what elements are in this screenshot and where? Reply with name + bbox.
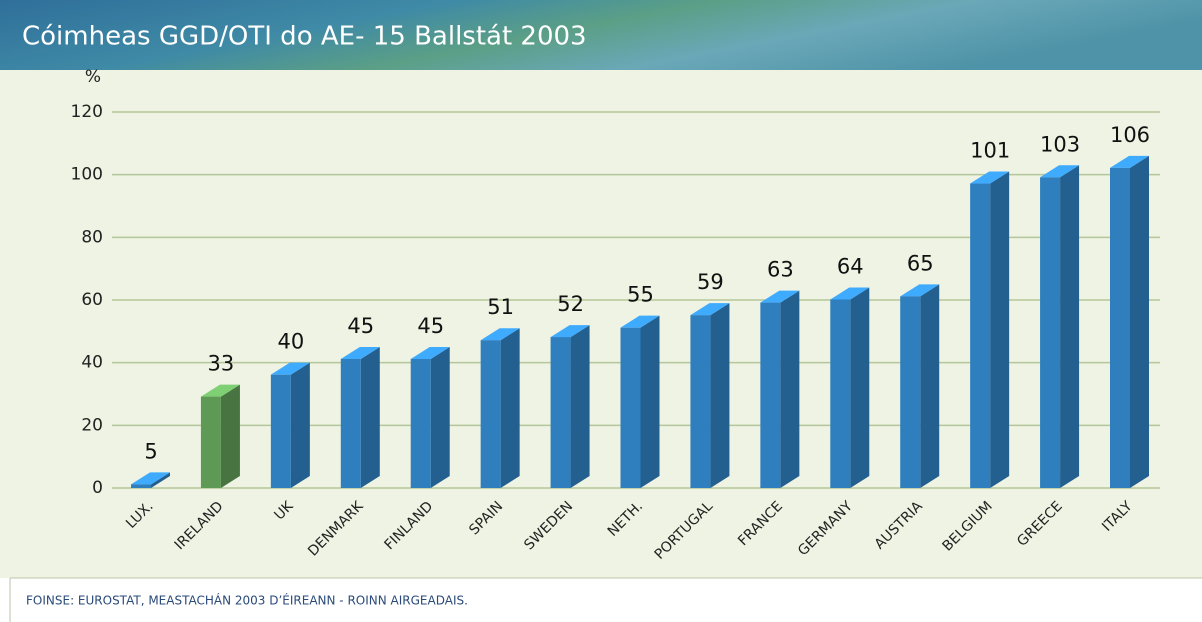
- bar-side: [291, 363, 310, 488]
- y-tick-label: 60: [81, 290, 103, 310]
- value-label: 45: [347, 314, 374, 338]
- bar: [621, 328, 641, 488]
- bar: [1110, 168, 1130, 488]
- bar: [411, 359, 431, 488]
- y-tick-label: 20: [81, 415, 103, 435]
- y-axis-label: %: [85, 67, 101, 87]
- bar-side: [1060, 165, 1079, 488]
- y-tick-label: 120: [71, 102, 103, 122]
- bar-side: [710, 303, 729, 488]
- value-label: 64: [837, 254, 864, 278]
- bar: [970, 184, 990, 488]
- bar: [551, 337, 571, 488]
- bar-side: [641, 316, 660, 488]
- y-tick-label: 100: [71, 165, 103, 185]
- y-tick-label: 0: [92, 478, 103, 498]
- value-label: 106: [1110, 123, 1150, 147]
- y-tick-label: 80: [81, 227, 103, 247]
- bar-side: [221, 385, 240, 488]
- page: Cóimheas GGD/OTI do AE- 15 Ballstát 2003…: [0, 0, 1202, 622]
- value-label: 101: [970, 139, 1010, 163]
- bar: [760, 303, 780, 488]
- value-label: 65: [907, 251, 934, 275]
- value-label: 51: [487, 295, 514, 319]
- value-label: 103: [1040, 132, 1080, 156]
- source-note: FOINSE: EUROSTAT, MEASTACHÁN 2003 D’ÉIRE…: [26, 593, 468, 608]
- value-label: 45: [417, 314, 444, 338]
- chart-title: Cóimheas GGD/OTI do AE- 15 Ballstát 2003: [22, 22, 587, 52]
- bar-side: [1130, 156, 1149, 488]
- y-tick-label: 40: [81, 353, 103, 373]
- bar: [271, 375, 291, 488]
- bar-side: [850, 287, 869, 488]
- bar: [690, 315, 710, 488]
- bar: [131, 484, 151, 488]
- value-label: 55: [627, 283, 654, 307]
- bar-side: [501, 328, 520, 488]
- bar-side: [920, 284, 939, 488]
- value-label: 63: [767, 258, 794, 282]
- value-label: 59: [697, 270, 724, 294]
- value-label: 52: [557, 292, 584, 316]
- bar-side: [571, 325, 590, 488]
- value-label: 5: [144, 439, 157, 463]
- bar: [341, 359, 361, 488]
- chart: Cóimheas GGD/OTI do AE- 15 Ballstát 2003…: [0, 0, 1202, 622]
- bar-side: [431, 347, 450, 488]
- bar: [481, 340, 501, 488]
- bar: [900, 296, 920, 488]
- bar-side: [780, 291, 799, 488]
- value-label: 33: [208, 352, 235, 376]
- bar: [1040, 177, 1060, 488]
- value-label: 40: [277, 330, 304, 354]
- bar-side: [361, 347, 380, 488]
- bar: [201, 397, 221, 488]
- bar-side: [990, 172, 1009, 488]
- plot-background: [0, 70, 1202, 578]
- bar: [830, 299, 850, 488]
